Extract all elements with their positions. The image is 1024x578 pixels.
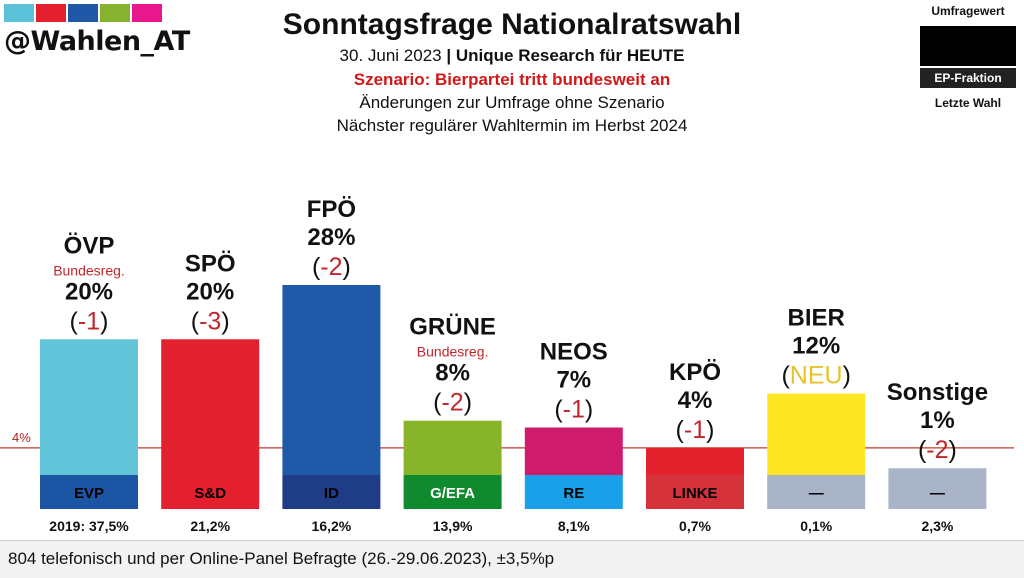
party-name-2: FPÖ	[307, 196, 356, 223]
legend: Umfragewert EP-Fraktion Letzte Wahl	[918, 4, 1018, 110]
party-name-4: NEOS	[540, 339, 608, 366]
footer: 804 telefonisch und per Online-Panel Bef…	[0, 540, 1024, 578]
last-election-label-2: 16,2%	[312, 518, 352, 534]
bar-7	[888, 468, 987, 475]
ep-fraction-box-4	[524, 475, 623, 509]
government-tag-3: Bundesreg.	[417, 344, 489, 360]
bar-0	[40, 339, 138, 475]
legend-poll-swatch	[920, 26, 1016, 66]
change-label-1: (-3)	[191, 307, 230, 335]
party-name-6: BIER	[788, 305, 845, 332]
change-note: Änderungen zur Umfrage ohne Szenario	[359, 93, 665, 112]
logo-color-block	[4, 4, 34, 22]
poll-info: 30. Juni 2023 | Unique Research für HEUT…	[0, 46, 1024, 66]
ep-fraction-label-6: —	[809, 485, 824, 502]
change-value-6: NEU	[790, 362, 843, 390]
last-election-label-0: 2019: 37,5%	[49, 518, 129, 534]
ep-fraction-label-7: —	[930, 485, 945, 502]
ep-fraction-box-6	[767, 475, 866, 509]
scenario-line: Szenario: Bierpartei tritt bundesweit an	[353, 70, 671, 89]
footer-sample-info: 804 telefonisch und per Online-Panel Bef…	[8, 549, 555, 568]
value-label-1: 20%	[186, 278, 234, 305]
ep-fraction-box-2	[282, 475, 381, 509]
change-value-0: -1	[78, 307, 100, 335]
ep-fraction-label-4: RE	[563, 485, 584, 502]
bar-3	[403, 420, 502, 475]
ep-fraction-box-5	[646, 475, 744, 509]
legend-poll-value: Umfragewert	[931, 4, 1005, 18]
value-label-4: 7%	[556, 367, 591, 394]
last-election-label-5: 0,7%	[679, 518, 711, 534]
party-name-0: ÖVP	[64, 232, 115, 259]
last-election-label-6: 0,1%	[800, 518, 832, 534]
last-election-label-3: 13,9%	[433, 518, 473, 534]
ep-fraction-label-1: S&D	[194, 485, 226, 502]
ep-fraction-box-7	[888, 475, 987, 509]
ep-fraction-label-5: LINKE	[673, 485, 718, 502]
ep-fraction-box-0	[40, 475, 138, 509]
bar-6	[767, 393, 866, 475]
logo-color-bar	[4, 4, 162, 22]
ep-fraction-label-2: ID	[324, 485, 339, 502]
twitter-handle: @Wahlen_AT	[4, 26, 190, 57]
change-value-5: -1	[684, 416, 706, 444]
value-label-5: 4%	[678, 387, 713, 414]
ep-fraction-label-3: G/EFA	[430, 485, 475, 502]
party-name-7: Sonstige	[887, 379, 988, 406]
party-name-5: KPÖ	[669, 359, 721, 386]
last-election-label-1: 21,2%	[190, 518, 230, 534]
logo-color-block	[132, 4, 162, 22]
change-value-7: -2	[926, 436, 948, 464]
change-value-2: -2	[320, 253, 342, 281]
value-label-2: 28%	[307, 224, 355, 251]
party-name-1: SPÖ	[185, 250, 236, 277]
value-label-3: 8%	[435, 360, 470, 387]
change-label-3: (-2)	[433, 389, 472, 417]
logo-color-block	[68, 4, 98, 22]
logo-color-block	[36, 4, 66, 22]
value-label-0: 20%	[65, 278, 113, 305]
logo-color-block	[100, 4, 130, 22]
poll-separator: |	[446, 46, 452, 65]
bar-1	[161, 339, 260, 475]
value-label-7: 1%	[920, 407, 955, 434]
poll-date: 30. Juni 2023	[339, 46, 442, 65]
bar-5	[646, 447, 744, 475]
chart-title: Sonntagsfrage Nationalratswahl	[282, 8, 742, 41]
change-label-6: (NEU)	[781, 362, 850, 390]
change-value-3: -2	[441, 389, 463, 417]
change-value-4: -1	[563, 396, 585, 424]
change-label-7: (-2)	[918, 436, 957, 464]
next-election-note: Nächster regulärer Wahltermin im Herbst …	[336, 116, 688, 135]
ep-fraction-box-1	[161, 475, 260, 509]
threshold-label: 4%	[12, 430, 31, 445]
change-value-1: -3	[199, 307, 221, 335]
last-election-label-7: 2,3%	[921, 518, 953, 534]
legend-ep-fraction: EP-Fraktion	[920, 68, 1016, 88]
government-tag-0: Bundesreg.	[53, 262, 125, 278]
change-label-2: (-2)	[312, 253, 351, 281]
change-label-0: (-1)	[70, 307, 109, 335]
value-label-6: 12%	[792, 333, 840, 360]
legend-last-election: Letzte Wahl	[934, 96, 1002, 110]
change-label-4: (-1)	[554, 396, 593, 424]
pollster-name: Unique Research für HEUTE	[455, 46, 685, 65]
last-election-label-4: 8,1%	[558, 518, 590, 534]
bar-4	[524, 427, 623, 475]
change-label-5: (-1)	[676, 416, 715, 444]
bar-2	[282, 285, 381, 475]
ep-fraction-box-3	[403, 475, 502, 509]
ep-fraction-label-0: EVP	[74, 485, 104, 502]
party-name-3: GRÜNE	[409, 314, 496, 341]
